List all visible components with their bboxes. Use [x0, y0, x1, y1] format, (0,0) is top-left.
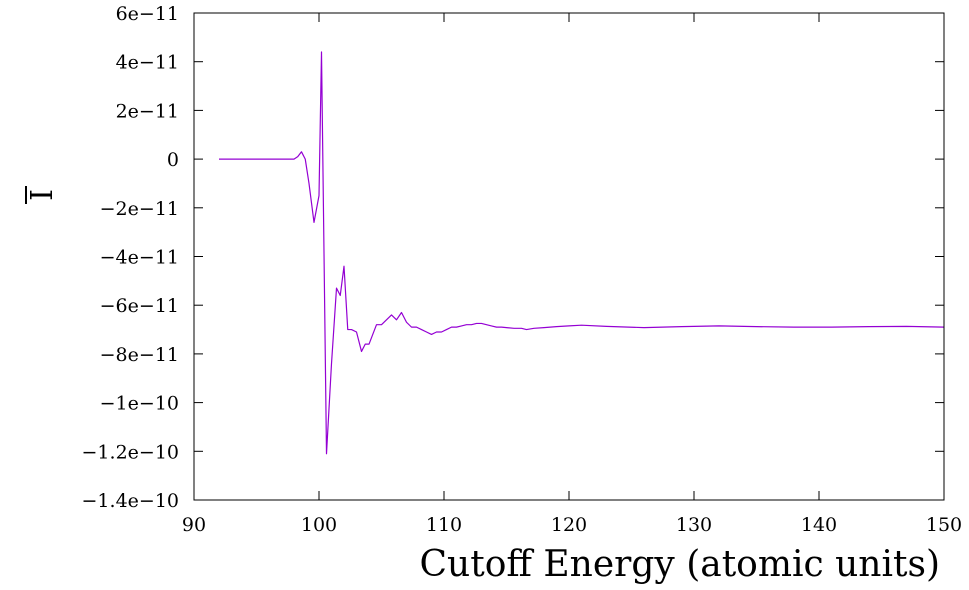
- y-tick-label: −6e−11: [100, 295, 179, 317]
- series-line-0: [219, 51, 945, 455]
- y-tick-label: 0: [167, 149, 179, 171]
- x-tick-label: 120: [551, 514, 587, 536]
- y-tick-label: 2e−11: [116, 100, 179, 122]
- y-tick-label: −1.4e−10: [82, 490, 179, 512]
- y-axis-title: I: [25, 189, 60, 201]
- x-tick-label: 110: [426, 514, 462, 536]
- y-tick-label: −1e−10: [100, 393, 179, 415]
- x-tick-label: 90: [182, 514, 206, 536]
- x-axis-ticks: 90 100 110 120 130 140 150: [182, 13, 962, 536]
- plot-frame: [193, 12, 945, 501]
- y-tick-label: 6e−11: [116, 3, 179, 25]
- y-tick-label: −4e−11: [100, 247, 179, 269]
- y-tick-label: 4e−11: [116, 52, 179, 74]
- x-tick-label: 100: [301, 514, 337, 536]
- y-axis-title-group: I: [25, 186, 60, 204]
- x-tick-label: 130: [676, 514, 712, 536]
- x-axis-title: Cutoff Energy (atomic units): [420, 544, 940, 585]
- y-tick-label: −8e−11: [100, 344, 179, 366]
- series-layer: [219, 51, 945, 455]
- x-tick-label: 150: [926, 514, 962, 536]
- y-axis-ticks: 6e−11 4e−11 2e−11 0 −2e−11 −4e−11 −6e−11 −8e−11…: [82, 3, 944, 512]
- y-tick-label: −1.2e−10: [82, 441, 179, 463]
- x-tick-label: 140: [801, 514, 837, 536]
- y-tick-label: −2e−11: [100, 198, 179, 220]
